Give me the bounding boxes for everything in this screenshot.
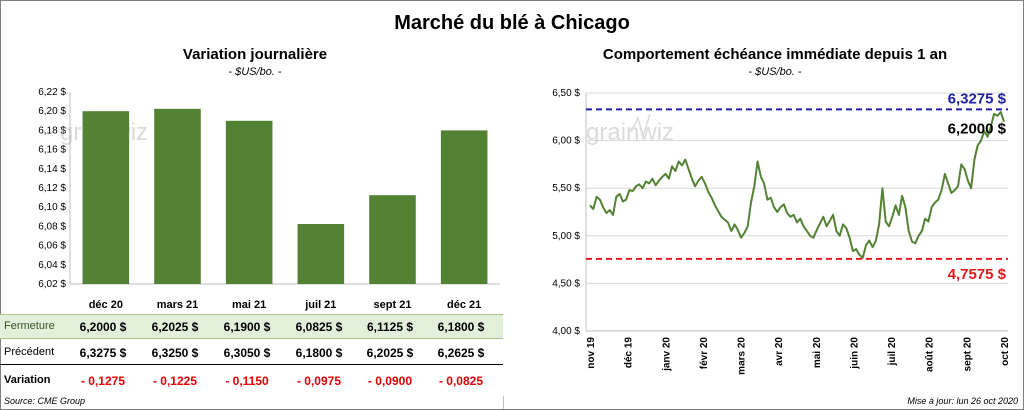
table-cell: 6,2000 $ — [79, 320, 127, 334]
x-tick-label: juil 20 — [887, 337, 898, 367]
y-tick-label: 6,06 $ — [38, 241, 66, 252]
low-label: 4,7575 $ — [948, 266, 1007, 283]
x-tick-label: févr 20 — [699, 337, 710, 370]
x-tick-label: nov 19 — [586, 337, 597, 369]
y-tick-label: 6,10 $ — [38, 202, 66, 213]
x-tick-label: déc 21 — [447, 299, 481, 311]
y-tick-label: 4,00 $ — [552, 326, 580, 337]
table-cell: 6,1125 $ — [366, 320, 414, 334]
bar — [369, 195, 416, 284]
table-row-variation: Variation - 0,1275 - 0,1225 - 0,1150 - 0… — [0, 369, 503, 392]
x-tick-label: déc 19 — [624, 337, 635, 369]
table-row-fermeture: Fermeture 6,2000 $ 6,2025 $ 6,1900 $ 6,0… — [0, 314, 503, 339]
table-cell: 6,1800 $ — [295, 346, 343, 360]
x-tick-label: mai 20 — [812, 337, 823, 369]
row-label: Variation — [4, 374, 51, 386]
page-title: Marché du blé à Chicago — [394, 12, 630, 34]
table-cell: - 0,1275 — [80, 374, 126, 388]
divider — [503, 396, 504, 409]
x-tick-label: mai 21 — [232, 299, 266, 311]
y-tick-label: 5,00 $ — [552, 231, 580, 242]
table-cell: 6,1800 $ — [437, 320, 485, 334]
y-tick-label: 6,12 $ — [38, 183, 66, 194]
table-cell: 6,3275 $ — [79, 346, 127, 360]
high-label: 6,3275 $ — [948, 90, 1007, 107]
bar — [82, 111, 130, 284]
x-tick-label: déc 20 — [89, 299, 123, 311]
y-tick-label: 6,14 $ — [38, 164, 66, 175]
price-line — [589, 111, 1005, 259]
x-tick-label: janv 20 — [661, 337, 672, 372]
table-cell: - 0,1225 — [152, 374, 198, 388]
x-tick-label: sept 20 — [962, 337, 973, 372]
table-cell: 6,2625 $ — [437, 346, 485, 360]
source-note: Source: CME Group — [4, 396, 86, 406]
y-tick-label: 6,50 $ — [552, 88, 580, 99]
table-cell: 6,2025 $ — [366, 346, 414, 360]
y-tick-label: 6,20 $ — [38, 106, 66, 117]
y-tick-label: 6,08 $ — [38, 221, 66, 232]
bar-chart: 6,02 $ 6,04 $ 6,06 $ 6,08 $ 6,10 $ 6,12 $ 6,14… — [38, 87, 500, 311]
table-cell: 6,2025 $ — [151, 320, 199, 334]
watermark-tick — [630, 113, 651, 139]
table-cell: - 0,1150 — [225, 374, 269, 388]
x-tick-label: mars 21 — [157, 299, 199, 311]
bar — [440, 130, 488, 284]
right-chart-subtitle: - $US/bo. - — [748, 66, 802, 78]
bar — [297, 224, 345, 284]
watermark-text: grainwiz — [586, 119, 674, 146]
left-chart-subtitle: - $US/bo. - — [228, 66, 282, 78]
right-chart-title: Comportement échéance immédiate depuis 1… — [602, 46, 948, 63]
table-cell: 6,0825 $ — [295, 320, 343, 334]
x-tick-label: avr 20 — [774, 337, 785, 366]
update-note: Mise à jour: lun 26 oct 2020 — [907, 396, 1018, 406]
row-label: Fermeture — [4, 320, 55, 332]
table-cell: - 0,0825 — [438, 374, 484, 388]
bar — [154, 108, 201, 284]
table-cell: - 0,0975 — [296, 374, 342, 388]
y-tick-label: 6,02 $ — [38, 279, 66, 290]
x-tick-label: sept 21 — [374, 299, 412, 311]
bar — [225, 120, 273, 284]
line-chart: 4,00 $ 4,50 $ 5,00 $ 5,50 $ 6,00 $ 6,50 $ grai… — [552, 88, 1011, 375]
x-tick-label: oct 20 — [1000, 337, 1011, 366]
left-chart-title: Variation journalière — [182, 46, 328, 63]
table-cell: - 0,0900 — [367, 374, 413, 388]
y-tick-label: 4,50 $ — [552, 278, 580, 289]
x-tick-label: mars 20 — [737, 337, 748, 375]
table-cell: 6,3050 $ — [223, 346, 271, 360]
row-label: Précédent — [4, 346, 55, 358]
y-tick-label: 6,22 $ — [38, 87, 66, 98]
table-cell: 6,3250 $ — [151, 346, 199, 360]
table-row-precedent: Précédent 6,3275 $ 6,3250 $ 6,3050 $ 6,1… — [0, 341, 503, 365]
watermark-logo: grainwiz — [586, 113, 674, 146]
last-value-label: 6,2000 $ — [948, 121, 1007, 138]
y-tick-label: 5,50 $ — [552, 183, 580, 194]
x-tick-label: juin 20 — [849, 337, 860, 370]
y-tick-label: 6,04 $ — [38, 260, 66, 271]
y-tick-label: 6,16 $ — [38, 145, 66, 156]
table-cell: 6,1900 $ — [223, 320, 271, 334]
y-tick-label: 6,00 $ — [552, 136, 580, 147]
x-tick-label: août 20 — [925, 337, 936, 372]
x-tick-label: juil 21 — [304, 299, 336, 311]
y-tick-label: 6,18 $ — [38, 125, 66, 136]
